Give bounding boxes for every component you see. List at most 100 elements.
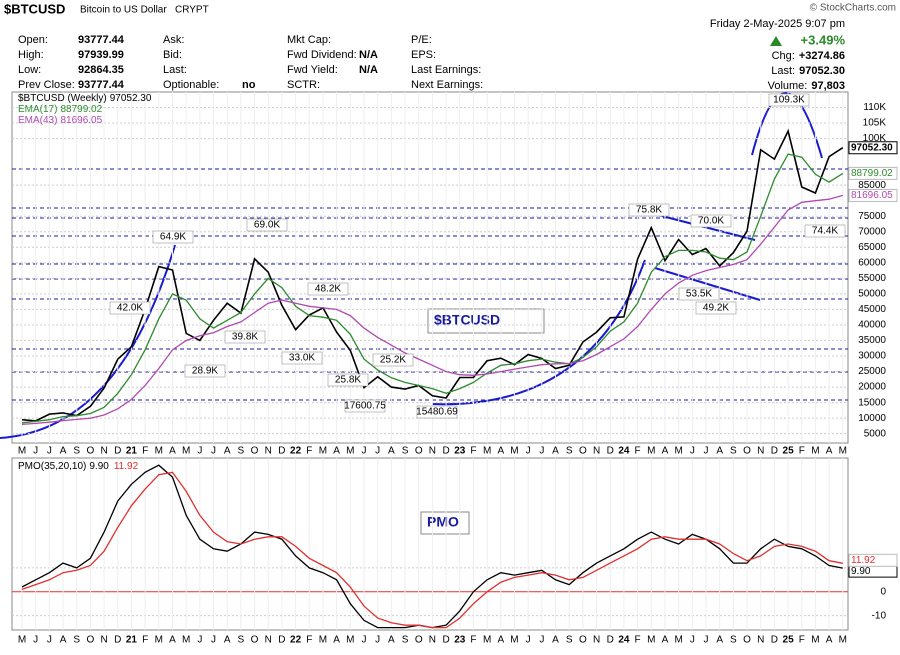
x-tick-label: M bbox=[811, 635, 819, 646]
x-tick-label: J bbox=[539, 635, 544, 646]
x-tick-label: D bbox=[114, 635, 121, 646]
annotation-box bbox=[246, 218, 288, 232]
support-lines bbox=[12, 168, 848, 401]
annotation: 109.3K bbox=[773, 95, 805, 106]
x-tick-label: F bbox=[142, 446, 148, 457]
x-tick-label: M bbox=[647, 635, 655, 646]
field-value: 93777.44 bbox=[78, 34, 125, 46]
x-tick-label: F bbox=[470, 446, 476, 457]
field-label: Last: bbox=[163, 64, 187, 76]
last-value-label: 97052.30 bbox=[851, 142, 893, 153]
x-tick-label: J bbox=[526, 446, 531, 457]
field-label: Ask: bbox=[163, 34, 184, 46]
y-tick-label: 35000 bbox=[858, 335, 886, 346]
x-tick-label: M bbox=[674, 446, 682, 457]
annotation-box bbox=[678, 287, 720, 301]
field-label: Optionable: bbox=[163, 79, 219, 91]
x-tick-label: J bbox=[211, 635, 216, 646]
annotation-box bbox=[344, 399, 386, 413]
x-tick-label: 24 bbox=[618, 635, 630, 646]
x-tick-label: 25 bbox=[783, 446, 795, 457]
x-tick-label: D bbox=[607, 446, 614, 457]
x-tick-label: S bbox=[566, 635, 573, 646]
x-tick-label: M bbox=[839, 635, 847, 646]
x-tick-label: J bbox=[197, 446, 202, 457]
x-tick-label: 23 bbox=[454, 635, 466, 646]
x-tick-label: M bbox=[674, 635, 682, 646]
x-tick-label: A bbox=[826, 446, 833, 457]
annotation-box bbox=[690, 214, 732, 228]
x-tick-label: A bbox=[826, 635, 833, 646]
field-value: 97,803 bbox=[811, 80, 845, 92]
x-tick-label: M bbox=[182, 635, 190, 646]
legend-value: 9.90 bbox=[89, 461, 109, 472]
x-tick-label: A bbox=[333, 635, 340, 646]
y-tick-label: 60000 bbox=[858, 257, 886, 268]
x-tick-label: M bbox=[182, 446, 190, 457]
x-tick-label: F bbox=[470, 635, 476, 646]
x-tick-label: M bbox=[319, 635, 327, 646]
y-tick-label: 100K bbox=[863, 133, 887, 144]
field-value: 97939.99 bbox=[78, 49, 124, 61]
x-tick-label: A bbox=[552, 446, 559, 457]
field-value: 97052.30 bbox=[799, 65, 845, 77]
annotation: 75.8K bbox=[636, 205, 662, 216]
x-tick-label: O bbox=[579, 446, 587, 457]
field-value: 92864.35 bbox=[78, 64, 124, 76]
legend-name: PMO(35,20,10) bbox=[18, 461, 86, 472]
annotation: 64.9K bbox=[160, 232, 186, 243]
y-tick-label: 50000 bbox=[858, 289, 886, 300]
x-tick-label: 24 bbox=[618, 446, 630, 457]
x-tick-label: A bbox=[662, 446, 669, 457]
x-tick-label: A bbox=[169, 446, 176, 457]
field-row: Volume: 97,803 bbox=[768, 80, 845, 92]
x-tick-label: S bbox=[402, 635, 409, 646]
x-tick-label: D bbox=[607, 635, 614, 646]
x-tick-label: O bbox=[415, 446, 423, 457]
legend-value: 11.92 bbox=[114, 461, 139, 472]
x-tick-label: J bbox=[690, 635, 695, 646]
legend-name: EMA(43) bbox=[18, 115, 57, 126]
y-tick-label: 45000 bbox=[858, 304, 886, 315]
x-tick-label: N bbox=[429, 446, 436, 457]
x-tick-label: M bbox=[18, 446, 26, 457]
x-tick-label: A bbox=[224, 635, 231, 646]
x-tick-label: O bbox=[415, 635, 423, 646]
field-row: Last: 97052.30 bbox=[771, 65, 845, 77]
annotation: 28.9K bbox=[192, 366, 218, 377]
field-label: P/E: bbox=[411, 34, 432, 46]
annotation: 70.0K bbox=[698, 216, 724, 227]
x-tick-label: M bbox=[483, 446, 491, 457]
annotation: 42.0K bbox=[117, 303, 143, 314]
x-tick-label: S bbox=[73, 446, 80, 457]
x-tick-label: F bbox=[142, 635, 148, 646]
y-tick-label: -10 bbox=[872, 610, 887, 621]
x-tick-label: A bbox=[333, 446, 340, 457]
x-tick-label: 22 bbox=[290, 635, 302, 646]
x-tick-label: S bbox=[566, 446, 573, 457]
x-tick-label: S bbox=[73, 635, 80, 646]
last-value-box bbox=[848, 188, 898, 202]
field-label: Prev Close: bbox=[18, 79, 75, 91]
x-tick-label: S bbox=[402, 446, 409, 457]
x-tick-label: N bbox=[265, 635, 272, 646]
field-label: Fwd Yield: bbox=[287, 64, 338, 76]
field-value: no bbox=[242, 79, 256, 91]
legend-name: EMA(17) bbox=[18, 104, 57, 115]
x-tick-label: M bbox=[510, 635, 518, 646]
x-tick-label: O bbox=[87, 446, 95, 457]
x-tick-label: J bbox=[47, 446, 52, 457]
x-tick-label: 22 bbox=[290, 446, 302, 457]
x-tick-label: J bbox=[197, 635, 202, 646]
x-tick-label: N bbox=[593, 635, 600, 646]
x-tick-label: J bbox=[704, 635, 709, 646]
y-tick-label: 30000 bbox=[858, 351, 886, 362]
exchange: CRYPT bbox=[175, 5, 209, 16]
y-tick-label: 10000 bbox=[858, 413, 886, 424]
y-tick-label: 20000 bbox=[858, 382, 886, 393]
last-value-box bbox=[848, 166, 898, 180]
field-value: N/A bbox=[359, 49, 378, 61]
y-tick-label: 15000 bbox=[858, 397, 886, 408]
